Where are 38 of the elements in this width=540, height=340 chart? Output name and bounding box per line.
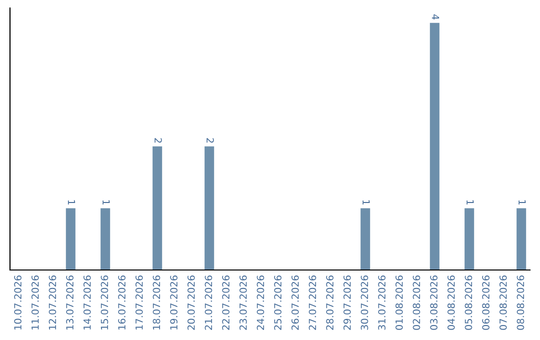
x-tick-label: 06.08.2026 [482,275,490,330]
x-tick-label: 03.08.2026 [430,275,438,330]
x-tick-label: 27.07.2026 [308,275,316,330]
x-tick-label: 01.08.2026 [395,275,403,330]
x-tick-label: 26.07.2026 [291,275,299,330]
x-tick-label: 20.07.2026 [187,275,195,330]
x-tick-label: 22.07.2026 [222,275,230,330]
x-tick-label: 29.07.2026 [343,275,351,330]
x-tick-label: 18.07.2026 [152,275,160,330]
data-label: 2 [154,138,162,143]
data-label: 1 [362,200,370,205]
x-tick-label: 02.08.2026 [412,275,420,330]
x-tick-label: 05.08.2026 [464,275,472,330]
x-tick-label: 28.07.2026 [326,275,334,330]
x-tick-label: 11.07.2026 [31,275,39,330]
x-tick-label: 23.07.2026 [239,275,247,330]
data-label: 1 [68,200,76,205]
x-tick-label: 31.07.2026 [378,275,386,330]
data-label: 4 [432,14,440,20]
data-label: 1 [466,200,474,205]
data-label: 1 [102,200,110,205]
x-tick-label: 12.07.2026 [48,275,56,330]
x-tick-label: 24.07.2026 [256,275,264,330]
x-tick-label: 08.08.2026 [516,275,524,330]
x-tick-label: 04.08.2026 [447,275,455,330]
x-tick-label: 15.07.2026 [100,275,108,330]
x-tick-label: 25.07.2026 [274,275,282,330]
x-tick-label: 17.07.2026 [135,275,143,330]
x-tick-label: 16.07.2026 [118,275,126,330]
x-tick-label: 30.07.2026 [360,275,368,330]
data-label: 2 [206,138,214,143]
x-tick-label: 13.07.2026 [66,275,74,330]
x-tick-label: 10.07.2026 [14,275,22,330]
x-tick-label: 21.07.2026 [204,275,212,330]
x-tick-label: 14.07.2026 [83,275,91,330]
x-tick-label: 07.08.2026 [499,275,507,330]
x-tick-label: 19.07.2026 [170,275,178,330]
data-label: 1 [518,200,526,205]
